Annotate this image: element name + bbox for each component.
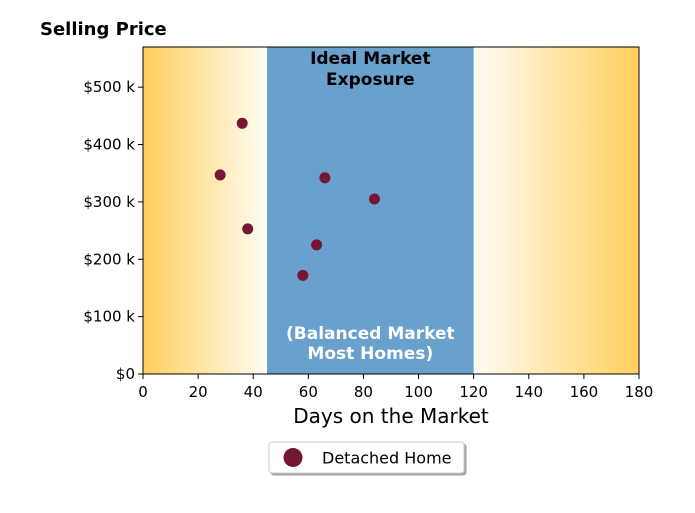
plot-background [143,47,639,374]
legend-box [268,441,465,474]
x-tick-label: 160 [570,383,599,401]
left-gradient-region [143,47,267,374]
band-bottom-label-line2: Most Homes) [307,344,433,364]
data-point [368,193,380,205]
y-tick-label: $400 k [83,136,135,154]
data-point [242,223,254,235]
x-tick-label: 20 [189,383,208,401]
x-axis-title: Days on the Market [293,404,489,428]
x-tick-label: 100 [404,383,433,401]
y-tick-label: $300 k [83,193,135,211]
y-axis: $0 $100 k $200 k $300 k $400 k $500 k [83,78,143,383]
legend-label: Detached Home [322,449,452,468]
x-tick-label: 0 [138,383,148,401]
right-gradient-region [473,47,639,374]
y-tick-label: $500 k [83,78,135,96]
x-tick-label: 180 [625,383,654,401]
data-point [297,269,309,281]
data-point [311,239,323,251]
y-tick-label: $200 k [83,250,135,268]
band-top-label-line1: Ideal Market [310,49,431,69]
x-tick-label: 40 [244,383,263,401]
x-tick-label: 80 [354,383,373,401]
x-tick-label: 60 [299,383,318,401]
x-tick-label: 140 [514,383,543,401]
band-bottom-label-line1: (Balanced Market [286,324,455,344]
data-point [319,172,331,184]
legend-marker [283,448,303,467]
data-point [214,169,226,181]
band-top-label-line2: Exposure [326,70,415,90]
data-points [214,117,380,281]
y-tick-label: $0 [116,365,135,383]
x-axis: 0 20 40 60 80 100 120 140 160 180 [138,374,653,401]
plot-frame [142,46,640,375]
data-point [236,117,248,129]
chart-title: Selling Price [40,19,167,40]
legend[interactable]: Detached Home [268,441,465,474]
x-tick-label: 120 [459,383,488,401]
y-tick-label: $100 k [83,308,135,326]
ideal-exposure-band [267,47,474,374]
